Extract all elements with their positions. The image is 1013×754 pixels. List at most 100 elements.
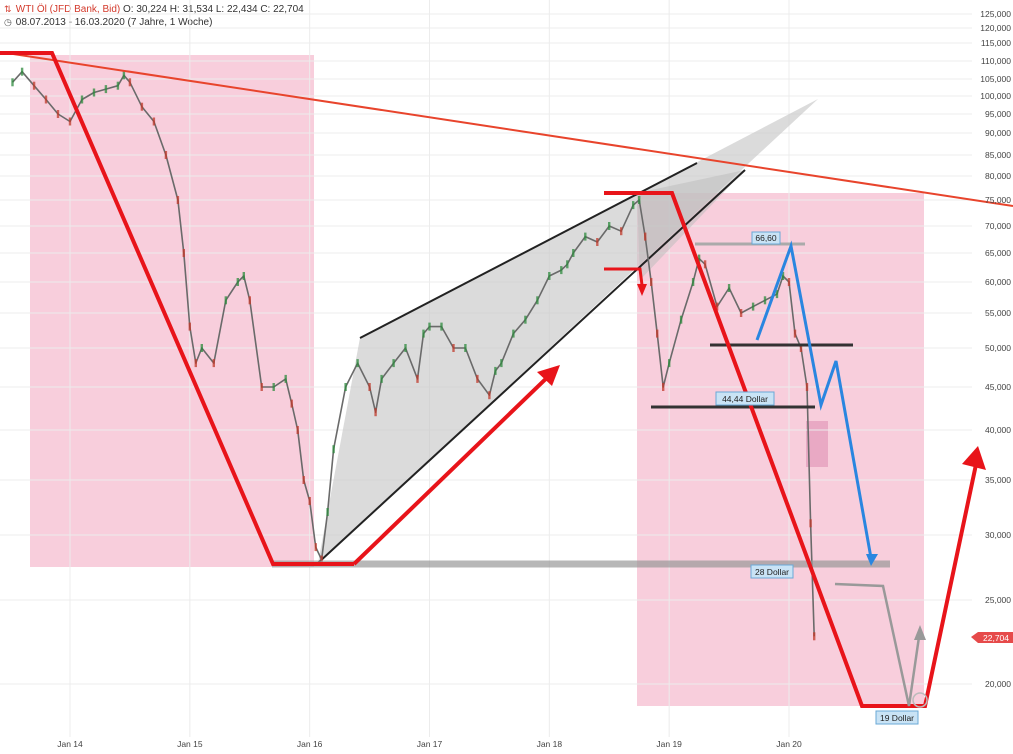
price-point (314, 543, 317, 552)
y-tick-label: 40,000 (985, 425, 1011, 435)
red-arrow-up-head (537, 365, 560, 386)
y-tick-label: 65,000 (985, 248, 1011, 258)
price-point (374, 408, 377, 417)
price-point (775, 290, 779, 299)
price-point (68, 117, 72, 126)
grey-projection-path (834, 582, 922, 707)
price-point (302, 476, 305, 484)
red-arrow-final-head (962, 446, 986, 470)
price-point (805, 383, 809, 391)
y-axis: 125,000 120,000 115,000 110,000 105,000 100,0… (980, 9, 1011, 689)
price-point (320, 555, 323, 564)
x-tick-label: Jan 15 (177, 739, 203, 749)
price-point (584, 232, 587, 241)
price-point (799, 344, 803, 352)
x-axis: Jan 14 Jan 15 Jan 16 Jan 17 Jan 18 Jan 19 Jan … (57, 739, 802, 749)
y-tick-label: 95,000 (985, 109, 1011, 119)
price-point (332, 445, 335, 454)
grey-marker-circle (912, 692, 928, 708)
price-point (164, 151, 168, 159)
price-point (428, 322, 431, 331)
price-point (524, 315, 527, 324)
price-point (182, 249, 185, 257)
y-tick-label: 50,000 (985, 343, 1011, 353)
price-point (422, 329, 425, 338)
price-point (260, 383, 263, 391)
price-point (494, 366, 497, 375)
y-tick-label: 80,000 (985, 171, 1011, 181)
price-line (11, 70, 815, 637)
price-point (11, 78, 14, 87)
red-small-arrow (604, 267, 644, 286)
price-point (122, 71, 126, 80)
y-tick-label: 85,000 (985, 150, 1011, 160)
y-tick-label: 45,000 (985, 382, 1011, 392)
price-point (560, 266, 563, 275)
x-tick-label: Jan 16 (297, 739, 323, 749)
price-point (212, 359, 215, 368)
price-point (188, 322, 191, 331)
price-point (194, 359, 197, 368)
instrument-icon: ⇅ (4, 4, 12, 14)
red-arrow-up-shaft (352, 367, 558, 566)
price-point (662, 383, 665, 391)
price-point (44, 95, 48, 104)
price-point (32, 81, 36, 90)
price-point (224, 296, 227, 305)
price-point (356, 359, 359, 368)
label-44: 44,44 Dollar (715, 391, 775, 406)
y-tick-label: 70,000 (985, 221, 1011, 231)
y-tick-label: 110,000 (981, 56, 1011, 66)
price-point (793, 329, 797, 338)
price-point (344, 383, 347, 391)
price-series (11, 67, 816, 641)
price-point (248, 296, 251, 305)
price-point (679, 315, 683, 324)
price-point (476, 374, 479, 383)
y-tick-label: 25,000 (985, 595, 1011, 605)
price-point (536, 296, 539, 305)
price-point (152, 117, 156, 126)
price-point (572, 249, 575, 257)
clock-icon: ◷ (4, 17, 12, 27)
red-path-drop-2014 (0, 51, 354, 566)
x-tick-label: Jan 17 (417, 739, 443, 749)
price-point (668, 359, 671, 368)
x-tick-label: Jan 18 (537, 739, 563, 749)
price-point (416, 374, 419, 383)
y-tick-label: 55,000 (985, 308, 1011, 318)
y-tick-label: 60,000 (985, 277, 1011, 287)
x-tick-label: Jan 19 (656, 739, 682, 749)
price-point (656, 329, 659, 338)
price-point (290, 399, 293, 408)
wedge-lower-line (317, 169, 746, 564)
price-point (236, 278, 239, 286)
price-point (92, 88, 96, 97)
pink-zone-2019 (637, 193, 924, 706)
price-point (80, 95, 84, 104)
blue-projection-path (755, 240, 873, 559)
price-point (763, 296, 767, 305)
instrument-title[interactable]: WTI Öl (JFD Bank, Bid) (15, 4, 121, 15)
price-point (296, 426, 299, 434)
svg-text:28 Dollar: 28 Dollar (755, 567, 789, 577)
price-point (452, 344, 455, 352)
price-point (20, 67, 24, 76)
current-price-tag: 22,704 (971, 632, 1013, 643)
price-point (781, 272, 785, 280)
y-tick-label: 35,000 (985, 475, 1011, 485)
price-point (56, 110, 60, 118)
price-point (548, 272, 551, 280)
x-tick-label: Jan 20 (776, 739, 802, 749)
price-point (787, 278, 791, 286)
price-point (140, 102, 144, 111)
price-point (638, 196, 641, 204)
blue-arrow-head (866, 554, 878, 566)
grey-arrow-head (914, 625, 926, 640)
price-point (566, 260, 569, 269)
price-point (308, 497, 311, 505)
pink-zone-2014 (30, 55, 314, 567)
interval-label: (7 Jahre, 1 Woche) (127, 17, 213, 28)
price-point (404, 344, 407, 352)
